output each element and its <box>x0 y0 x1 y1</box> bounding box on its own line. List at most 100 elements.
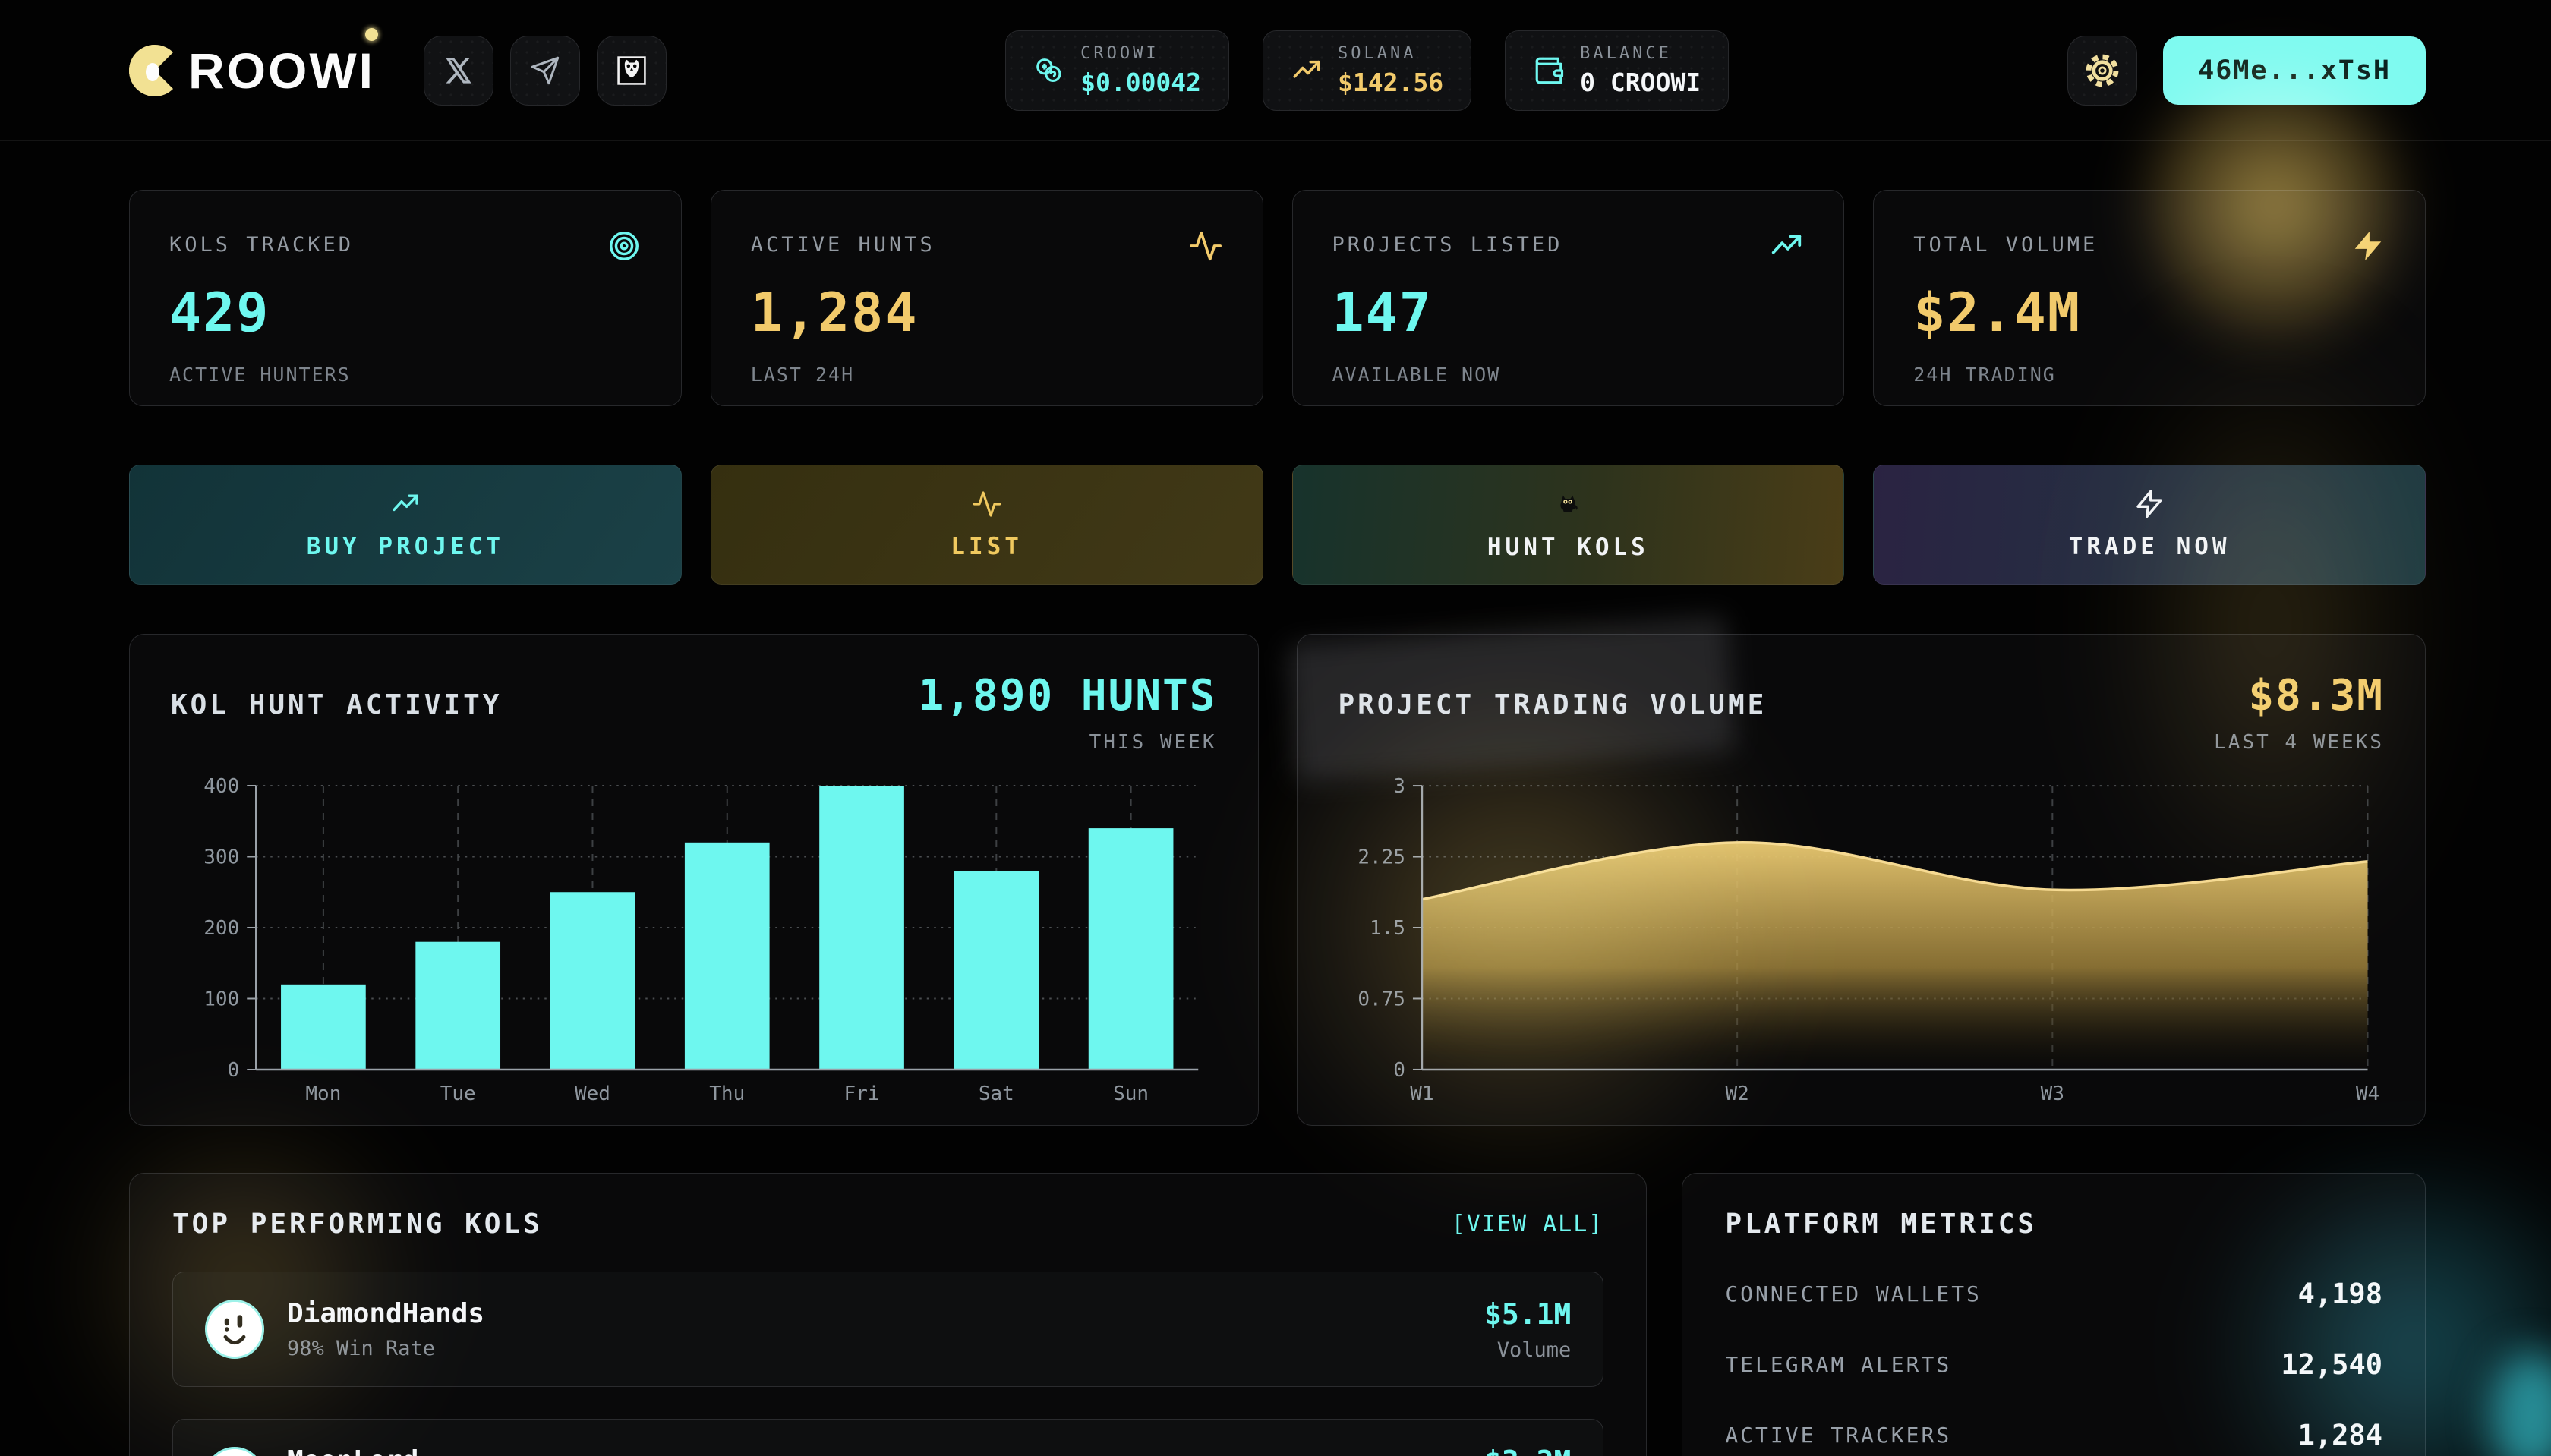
chart-title: PROJECT TRADING VOLUME <box>1338 689 1767 720</box>
ticker-label: SOLANA <box>1338 43 1417 63</box>
stat-label: KOLS TRACKED <box>169 233 355 257</box>
hunt-kols-button[interactable]: HUNT KOLS <box>1291 465 1845 585</box>
header-right: 46Me...xTsH <box>2067 35 2426 106</box>
bottom-row: TOP PERFORMING KOLS [VIEW ALL] DiamondHa… <box>129 1173 2426 1456</box>
chart-subtitle: LAST 4 WEEKS <box>2214 731 2384 754</box>
svg-text:W1: W1 <box>1410 1083 1433 1105</box>
svg-text:Sat: Sat <box>979 1083 1014 1105</box>
svg-text:300: 300 <box>203 846 239 869</box>
stats-row: KOLS TRACKED 429 ACTIVE HUNTERS ACTIVE H… <box>129 190 2426 406</box>
owl-icon <box>617 55 646 85</box>
telegram-icon <box>531 56 560 84</box>
kol-win-rate: 98% Win Rate <box>287 1337 436 1360</box>
panel-title: TOP PERFORMING KOLS <box>172 1209 543 1240</box>
platform-metrics-panel: PLATFORM METRICS CONNECTED WALLETS 4,198… <box>1682 1173 2426 1456</box>
metric-label: CONNECTED WALLETS <box>1725 1281 1982 1306</box>
metric-row-connected-wallets: CONNECTED WALLETS 4,198 <box>1725 1278 2382 1310</box>
ticker-croowi: CROOWI $0.00042 <box>1005 30 1230 111</box>
stat-value: $2.4M <box>1913 282 2081 344</box>
project-trading-volume-card: PROJECT TRADING VOLUME $8.3M LAST 4 WEEK… <box>1296 634 2426 1126</box>
svg-text:100: 100 <box>203 988 239 1011</box>
chart-headline: 1,890 HUNTS <box>918 671 1217 720</box>
stat-sub: LAST 24H <box>750 364 855 386</box>
chart-title: KOL HUNT ACTIVITY <box>171 689 503 720</box>
ticker-value: $142.56 <box>1338 67 1444 97</box>
metric-value: 12,540 <box>2281 1348 2382 1381</box>
svg-text:200: 200 <box>203 917 239 940</box>
svg-text:1.5: 1.5 <box>1370 917 1405 940</box>
metric-label: TELEGRAM ALERTS <box>1725 1352 1952 1377</box>
kol-name: DiamondHands <box>287 1298 485 1329</box>
x-twitter-button[interactable] <box>423 35 493 106</box>
svg-text:3: 3 <box>1393 775 1405 798</box>
stat-sub: AVAILABLE NOW <box>1332 364 1501 386</box>
stat-sub: 24H TRADING <box>1913 364 2056 386</box>
list-button[interactable]: LIST <box>710 465 1263 585</box>
brand-logo-text: ROOWI <box>188 27 378 99</box>
metric-label: ACTIVE TRACKERS <box>1725 1423 1952 1448</box>
view-all-link[interactable]: [VIEW ALL] <box>1451 1211 1604 1237</box>
gear-icon <box>2086 54 2119 87</box>
panel-title: PLATFORM METRICS <box>1725 1209 2038 1240</box>
kol-list-item-diamondhands[interactable]: DiamondHands 98% Win Rate $5.1M Volume <box>172 1272 1604 1387</box>
svg-text:Thu: Thu <box>709 1083 745 1105</box>
settings-button[interactable] <box>2067 35 2138 106</box>
stat-label: PROJECTS LISTED <box>1332 233 1563 257</box>
svg-text:Tue: Tue <box>440 1083 476 1105</box>
svg-text:Wed: Wed <box>575 1083 610 1105</box>
stat-sub: ACTIVE HUNTERS <box>169 364 351 386</box>
coins-icon <box>1036 58 1061 82</box>
kol-list-item-moonlord[interactable]: MoonLord 95% Win Rate $3.2M Volume <box>172 1419 1604 1456</box>
chart-headline: $8.3M <box>2248 671 2384 720</box>
trending-up-icon <box>1293 60 1320 78</box>
stat-value: 147 <box>1332 282 1433 344</box>
zap-icon <box>2136 490 2162 518</box>
stat-card-projects-listed: PROJECTS LISTED 147 AVAILABLE NOW <box>1291 190 1845 406</box>
svg-text:400: 400 <box>203 775 239 798</box>
zap-icon <box>2354 231 2382 261</box>
ticker-label: CROOWI <box>1080 43 1159 63</box>
stat-card-kols-tracked: KOLS TRACKED 429 ACTIVE HUNTERS <box>129 190 682 406</box>
kol-volume: $3.2M <box>1484 1445 1571 1456</box>
action-label: LIST <box>951 533 1023 560</box>
chart-subtitle: THIS WEEK <box>1089 731 1217 754</box>
trading-volume-area-chart: 0 0.75 1.5 2.25 3 W1 W2 W3 W4 <box>1357 775 2379 1105</box>
robot-face-avatar <box>205 1300 264 1359</box>
actions-row: BUY PROJECT LIST HUNT KOLS TRADE NOW <box>129 465 2426 585</box>
header: ROOWI <box>0 0 2551 141</box>
trending-up-icon <box>393 494 418 512</box>
brand-logo[interactable]: ROOWI <box>129 27 378 99</box>
telegram-button[interactable] <box>509 35 580 106</box>
svg-text:W2: W2 <box>1725 1083 1748 1105</box>
buy-project-button[interactable]: BUY PROJECT <box>129 465 682 585</box>
teal-edge-glow <box>2490 1351 2551 1456</box>
owl-community-button[interactable] <box>596 35 667 106</box>
svg-text:0: 0 <box>1393 1059 1405 1082</box>
svg-text:Fri: Fri <box>844 1083 880 1105</box>
x-twitter-icon <box>446 57 471 84</box>
metric-row-telegram-alerts: TELEGRAM ALERTS 12,540 <box>1725 1348 2382 1381</box>
trade-now-button[interactable]: TRADE NOW <box>1873 465 2426 585</box>
ticker-value: $0.00042 <box>1080 67 1202 97</box>
social-links <box>423 35 667 106</box>
svg-text:Sun: Sun <box>1113 1083 1149 1105</box>
stat-label: TOTAL VOLUME <box>1913 233 2099 257</box>
ticker-solana: SOLANA $142.56 <box>1263 30 1472 111</box>
price-tickers: CROOWI $0.00042 SOLANA $142.56 BALANCE <box>1005 30 1730 111</box>
stat-value: 429 <box>169 282 270 344</box>
svg-text:W3: W3 <box>2040 1083 2064 1105</box>
wallet-address-button[interactable]: 46Me...xTsH <box>2163 36 2426 105</box>
svg-text:W4: W4 <box>2355 1083 2379 1105</box>
red-hawk-avatar <box>205 1447 264 1456</box>
hunt-activity-bar-chart: 0 100 200 300 400 Mon Tue Wed Thu Fri Sat Sun <box>203 775 1199 1105</box>
wallet-icon <box>1535 57 1564 84</box>
metric-row-active-trackers: ACTIVE TRACKERS 1,284 <box>1725 1419 2382 1451</box>
kol-name: MoonLord <box>287 1445 435 1456</box>
target-icon <box>609 232 639 260</box>
kol-volume: $5.1M <box>1484 1297 1572 1331</box>
stat-value: 1,284 <box>750 282 919 344</box>
activity-icon <box>1189 231 1222 261</box>
svg-text:0.75: 0.75 <box>1357 988 1405 1010</box>
action-label: BUY PROJECT <box>306 533 505 560</box>
